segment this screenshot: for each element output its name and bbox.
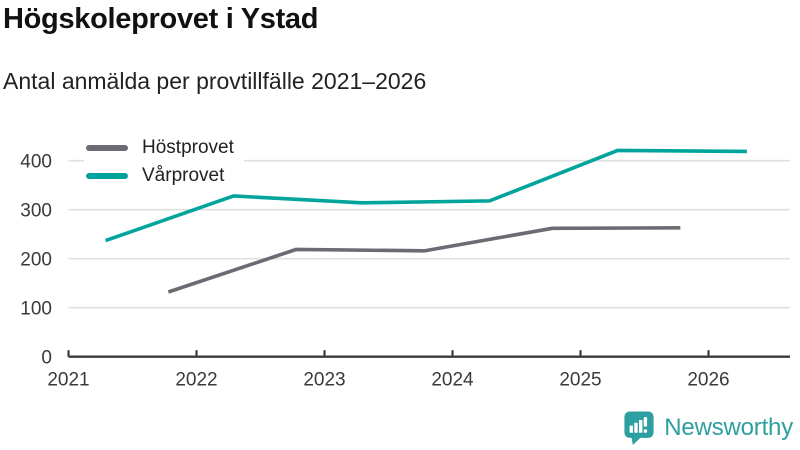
x-tick-label-2024: 2024 bbox=[431, 370, 474, 391]
series-line-vårprovet bbox=[105, 148, 747, 243]
x-tick-label-2023: 2023 bbox=[303, 370, 345, 391]
chart-title: Högskoleprovet i Ystad bbox=[3, 3, 319, 35]
chart-legend: Höstprovet Vårprovet bbox=[84, 134, 244, 190]
newsworthy-logo-text: Newsworthy bbox=[664, 414, 793, 441]
newsworthy-logo-icon bbox=[624, 411, 654, 445]
varprovet-line-swatch bbox=[86, 173, 128, 179]
y-tick-label-300: 300 bbox=[20, 201, 52, 222]
x-tick-label-2025: 2025 bbox=[559, 370, 601, 391]
legend-item-varprovet: Vårprovet bbox=[86, 162, 234, 190]
chart-subtitle: Antal anmälda per provtillfälle 2021–202… bbox=[3, 68, 427, 94]
legend-item-hostprovet: Höstprovet bbox=[86, 134, 234, 162]
newsworthy-brand: Newsworthy bbox=[623, 411, 793, 445]
legend-label-hostprovet: Höstprovet bbox=[142, 137, 234, 158]
series-line-höstprovet bbox=[167, 226, 681, 294]
x-tick-label-2021: 2021 bbox=[47, 370, 89, 391]
x-tick-label-2026: 2026 bbox=[687, 370, 729, 391]
y-tick-label-100: 100 bbox=[20, 299, 52, 320]
y-tick-label-0: 0 bbox=[41, 348, 52, 369]
line-chart-plot: 0 100 200 300 400 2021 2022 2023 2024 2025 2026 bbox=[20, 148, 790, 391]
hostprovet-line-swatch bbox=[86, 145, 128, 151]
y-tick-label-400: 400 bbox=[20, 152, 52, 173]
legend-label-varprovet: Vårprovet bbox=[142, 165, 225, 186]
y-tick-label-200: 200 bbox=[20, 250, 52, 271]
x-tick-label-2022: 2022 bbox=[175, 370, 217, 391]
